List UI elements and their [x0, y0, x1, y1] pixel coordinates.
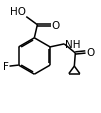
Text: O: O — [86, 48, 94, 57]
Text: F: F — [3, 62, 9, 71]
Text: NH: NH — [65, 40, 80, 49]
Text: HO: HO — [10, 7, 26, 16]
Text: O: O — [51, 20, 59, 30]
